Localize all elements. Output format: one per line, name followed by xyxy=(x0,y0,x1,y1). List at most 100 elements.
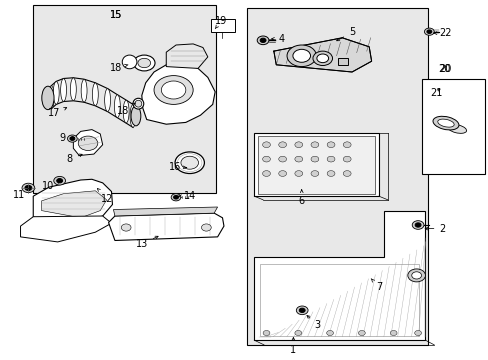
Polygon shape xyxy=(73,130,102,156)
Ellipse shape xyxy=(114,95,120,117)
Circle shape xyxy=(389,330,396,336)
Circle shape xyxy=(173,195,178,199)
Circle shape xyxy=(294,142,302,148)
Ellipse shape xyxy=(133,98,143,109)
Text: 4: 4 xyxy=(271,34,284,44)
Text: 17: 17 xyxy=(47,108,66,118)
Bar xyxy=(338,58,347,65)
Polygon shape xyxy=(254,211,425,340)
Ellipse shape xyxy=(123,100,129,123)
Text: 19: 19 xyxy=(214,16,227,29)
Text: 10: 10 xyxy=(41,181,60,192)
Text: 18: 18 xyxy=(117,103,135,116)
Circle shape xyxy=(326,171,334,176)
Ellipse shape xyxy=(53,81,59,104)
Circle shape xyxy=(260,38,265,42)
Circle shape xyxy=(411,272,421,279)
Text: 3: 3 xyxy=(306,316,320,330)
Circle shape xyxy=(343,142,350,148)
Circle shape xyxy=(78,136,98,150)
Text: 18: 18 xyxy=(110,63,128,73)
Ellipse shape xyxy=(70,78,76,100)
Ellipse shape xyxy=(42,86,54,109)
Circle shape xyxy=(326,330,333,336)
Text: 7: 7 xyxy=(370,279,381,292)
Bar xyxy=(246,8,427,345)
Circle shape xyxy=(299,308,305,312)
Polygon shape xyxy=(33,179,112,225)
Circle shape xyxy=(262,142,270,148)
Circle shape xyxy=(278,142,286,148)
Circle shape xyxy=(70,137,75,140)
Circle shape xyxy=(278,171,286,176)
Circle shape xyxy=(25,185,32,190)
Circle shape xyxy=(358,330,365,336)
Text: 9: 9 xyxy=(59,132,75,143)
Polygon shape xyxy=(41,191,106,218)
Bar xyxy=(33,5,215,193)
Circle shape xyxy=(54,176,65,185)
Circle shape xyxy=(294,330,301,336)
Circle shape xyxy=(22,183,35,193)
Circle shape xyxy=(57,179,62,183)
Circle shape xyxy=(278,156,286,162)
Ellipse shape xyxy=(135,100,142,107)
Circle shape xyxy=(138,58,150,68)
Circle shape xyxy=(310,156,318,162)
Bar xyxy=(254,133,378,196)
Text: 6: 6 xyxy=(298,190,304,206)
Circle shape xyxy=(312,51,332,66)
Circle shape xyxy=(171,194,181,201)
Text: 15: 15 xyxy=(110,10,122,20)
Polygon shape xyxy=(273,38,371,72)
Bar xyxy=(258,136,374,194)
Text: 11: 11 xyxy=(12,188,31,200)
Circle shape xyxy=(296,306,307,315)
Circle shape xyxy=(326,142,334,148)
Circle shape xyxy=(310,171,318,176)
Text: 8: 8 xyxy=(67,154,82,164)
Circle shape xyxy=(175,152,204,174)
Circle shape xyxy=(326,156,334,162)
Circle shape xyxy=(343,156,350,162)
Text: 1: 1 xyxy=(290,337,296,355)
Ellipse shape xyxy=(432,116,458,130)
Text: 16: 16 xyxy=(168,162,186,172)
Text: 14: 14 xyxy=(178,191,196,201)
Bar xyxy=(260,264,418,336)
Circle shape xyxy=(294,156,302,162)
Circle shape xyxy=(262,171,270,176)
Bar xyxy=(211,19,234,32)
Ellipse shape xyxy=(122,55,137,69)
Circle shape xyxy=(161,81,185,99)
Circle shape xyxy=(121,224,131,231)
Circle shape xyxy=(343,171,350,176)
Circle shape xyxy=(181,156,198,169)
Ellipse shape xyxy=(447,125,466,133)
Circle shape xyxy=(414,330,421,336)
Circle shape xyxy=(201,224,211,231)
Circle shape xyxy=(414,223,420,227)
Circle shape xyxy=(257,36,268,45)
Circle shape xyxy=(154,76,193,104)
Ellipse shape xyxy=(48,86,54,109)
Text: 15: 15 xyxy=(110,10,122,20)
Text: 12: 12 xyxy=(97,189,114,204)
Text: 5: 5 xyxy=(336,27,354,41)
Circle shape xyxy=(424,28,433,35)
Ellipse shape xyxy=(81,80,87,102)
Text: 2: 2 xyxy=(424,224,445,234)
Polygon shape xyxy=(113,207,217,216)
Circle shape xyxy=(407,269,425,282)
Polygon shape xyxy=(166,44,207,68)
Text: 20: 20 xyxy=(438,64,450,74)
Circle shape xyxy=(411,221,423,229)
Ellipse shape xyxy=(104,89,110,111)
Polygon shape xyxy=(20,216,111,242)
Circle shape xyxy=(263,330,269,336)
Circle shape xyxy=(133,55,155,71)
Circle shape xyxy=(292,49,310,62)
Text: 21: 21 xyxy=(429,88,442,98)
Text: 22: 22 xyxy=(433,28,451,38)
Circle shape xyxy=(286,45,316,67)
